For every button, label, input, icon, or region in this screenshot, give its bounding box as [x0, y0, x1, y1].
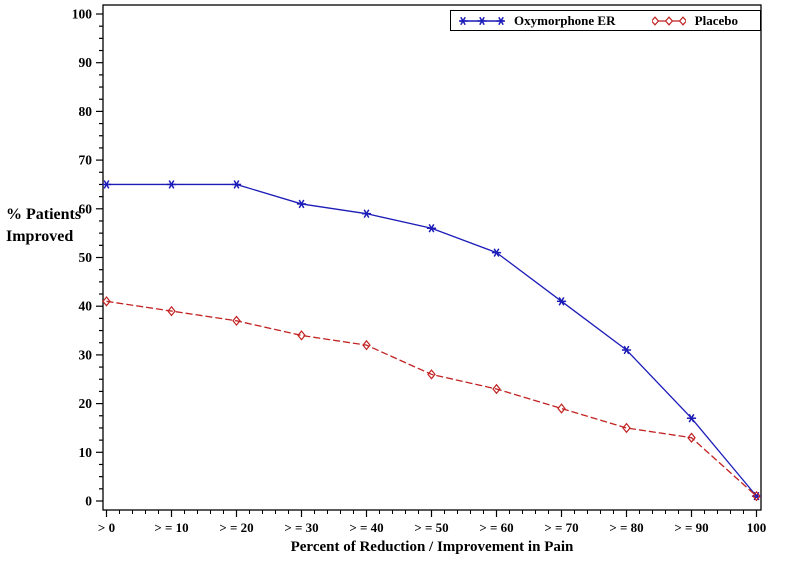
x-axis-title: Percent of Reduction / Improvement in Pa… — [290, 539, 574, 555]
plot-frame — [102, 4, 762, 511]
diamond-marker-icon — [167, 305, 176, 317]
y-axis-title-line1: % Patients — [6, 206, 82, 223]
x-tick-label: > 0 — [98, 520, 115, 535]
x-tick-label: > = 80 — [609, 520, 643, 535]
star-marker-icon — [298, 199, 305, 209]
legend-label-oxymorphone-er: Oxymorphone ER — [514, 12, 616, 28]
star-marker-icon — [623, 345, 630, 355]
y-tick-label: 40 — [79, 299, 93, 314]
diamond-marker-icon — [752, 490, 761, 502]
y-axis: 0 10 20 30 40 50 60 70 80 90 100 — [72, 7, 103, 509]
x-tick-label: > = 10 — [154, 520, 188, 535]
legend-label-placebo: Placebo — [694, 12, 738, 28]
legend-item-placebo: Placebo — [651, 12, 738, 29]
x-tick-label: > = 40 — [349, 520, 383, 535]
star-marker-icon — [103, 180, 110, 189]
diamond-marker-icon — [297, 330, 306, 341]
y-tick-label: 70 — [79, 153, 93, 168]
y-tick-label: 0 — [85, 494, 92, 509]
star-marker-icon — [688, 413, 695, 423]
y-axis-title-line2: Improved — [6, 228, 74, 245]
diamond-marker-icon — [232, 315, 241, 327]
x-axis: > 0 > = 10 > = 20 > = 30 > = 40 > = 50 > = 60 >… — [98, 510, 766, 535]
diamond-marker-icon — [557, 403, 566, 414]
x-tick-label: > = 50 — [414, 520, 448, 535]
y-tick-label: 30 — [79, 347, 93, 362]
diamond-marker-icon — [102, 296, 111, 307]
series-oxymorphone-er — [101, 180, 762, 501]
star-marker-icon — [233, 180, 240, 189]
y-tick-label: 100 — [72, 7, 93, 22]
series-line — [106, 183, 757, 497]
diamond-marker-icon — [492, 383, 501, 395]
y-tick-label: 50 — [79, 250, 93, 265]
oxymorphone-er-star-line-icon — [459, 16, 505, 25]
diamond-marker-icon — [362, 339, 371, 351]
y-tick-label: 90 — [79, 55, 93, 70]
placebo-diamond-line-icon — [651, 15, 686, 26]
legend: Oxymorphone ER Placebo — [450, 10, 761, 31]
star-marker-icon — [428, 223, 435, 233]
diamond-marker-icon — [622, 422, 631, 434]
diamond-marker-icon — [687, 432, 696, 443]
x-tick-label: > = 20 — [219, 520, 253, 535]
series-line — [106, 300, 757, 497]
x-tick-label: 100 — [747, 520, 767, 535]
x-tick-label: > = 90 — [674, 520, 708, 535]
y-tick-label: 80 — [79, 104, 93, 119]
x-tick-label: > = 70 — [544, 520, 578, 535]
star-marker-icon — [363, 209, 370, 218]
star-marker-icon — [493, 248, 500, 257]
series-placebo — [102, 296, 761, 502]
diamond-marker-icon — [427, 369, 436, 380]
x-tick-label: > = 60 — [479, 520, 513, 535]
y-axis-title: % Patients Improved — [6, 204, 116, 248]
x-tick-label: > = 30 — [284, 520, 318, 535]
y-tick-label: 20 — [79, 396, 93, 411]
star-marker-icon — [558, 297, 565, 306]
y-tick-label: 60 — [79, 201, 93, 216]
y-tick-label: 10 — [79, 445, 93, 460]
legend-item-oxymorphone-er: Oxymorphone ER — [459, 13, 615, 29]
star-marker-icon — [168, 180, 175, 189]
